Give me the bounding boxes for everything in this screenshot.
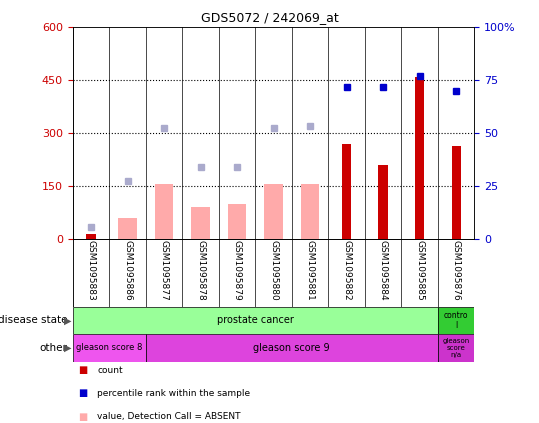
Bar <box>73 334 146 362</box>
Text: value, Detection Call = ABSENT: value, Detection Call = ABSENT <box>97 412 240 421</box>
Text: GSM1095881: GSM1095881 <box>306 240 315 301</box>
Bar <box>191 207 210 239</box>
Text: count: count <box>97 365 123 375</box>
Text: GSM1095883: GSM1095883 <box>87 240 95 301</box>
Text: percentile rank within the sample: percentile rank within the sample <box>97 389 250 398</box>
Text: gleason
score
n/a: gleason score n/a <box>443 338 469 358</box>
Text: GSM1095878: GSM1095878 <box>196 240 205 301</box>
Bar <box>265 184 282 239</box>
Text: ■: ■ <box>78 412 87 422</box>
Bar <box>119 218 137 239</box>
Text: ▶: ▶ <box>64 343 72 353</box>
Text: ▶: ▶ <box>64 316 72 325</box>
Text: gleason score 8: gleason score 8 <box>76 343 142 352</box>
Text: ■: ■ <box>78 388 87 398</box>
Text: GSM1095876: GSM1095876 <box>452 240 460 301</box>
Text: GSM1095882: GSM1095882 <box>342 240 351 301</box>
Text: contro
l: contro l <box>444 311 468 330</box>
Bar <box>228 204 246 239</box>
Bar <box>438 307 474 334</box>
Bar <box>438 334 474 362</box>
Text: GSM1095884: GSM1095884 <box>378 240 388 301</box>
Text: GSM1095886: GSM1095886 <box>123 240 132 301</box>
Text: GSM1095885: GSM1095885 <box>415 240 424 301</box>
Text: GSM1095880: GSM1095880 <box>269 240 278 301</box>
Bar <box>301 184 319 239</box>
Text: prostate cancer: prostate cancer <box>217 316 294 325</box>
Bar <box>155 184 173 239</box>
Text: GSM1095877: GSM1095877 <box>160 240 169 301</box>
Bar <box>378 165 388 239</box>
Bar <box>342 144 351 239</box>
Text: gleason score 9: gleason score 9 <box>253 343 330 353</box>
Text: ■: ■ <box>78 365 87 375</box>
Bar <box>415 77 424 239</box>
Bar <box>146 334 438 362</box>
Text: GSM1095879: GSM1095879 <box>232 240 241 301</box>
Bar <box>452 146 461 239</box>
Text: disease state: disease state <box>0 316 67 325</box>
Text: GDS5072 / 242069_at: GDS5072 / 242069_at <box>201 11 338 24</box>
Bar <box>86 234 95 239</box>
Text: other: other <box>39 343 67 353</box>
